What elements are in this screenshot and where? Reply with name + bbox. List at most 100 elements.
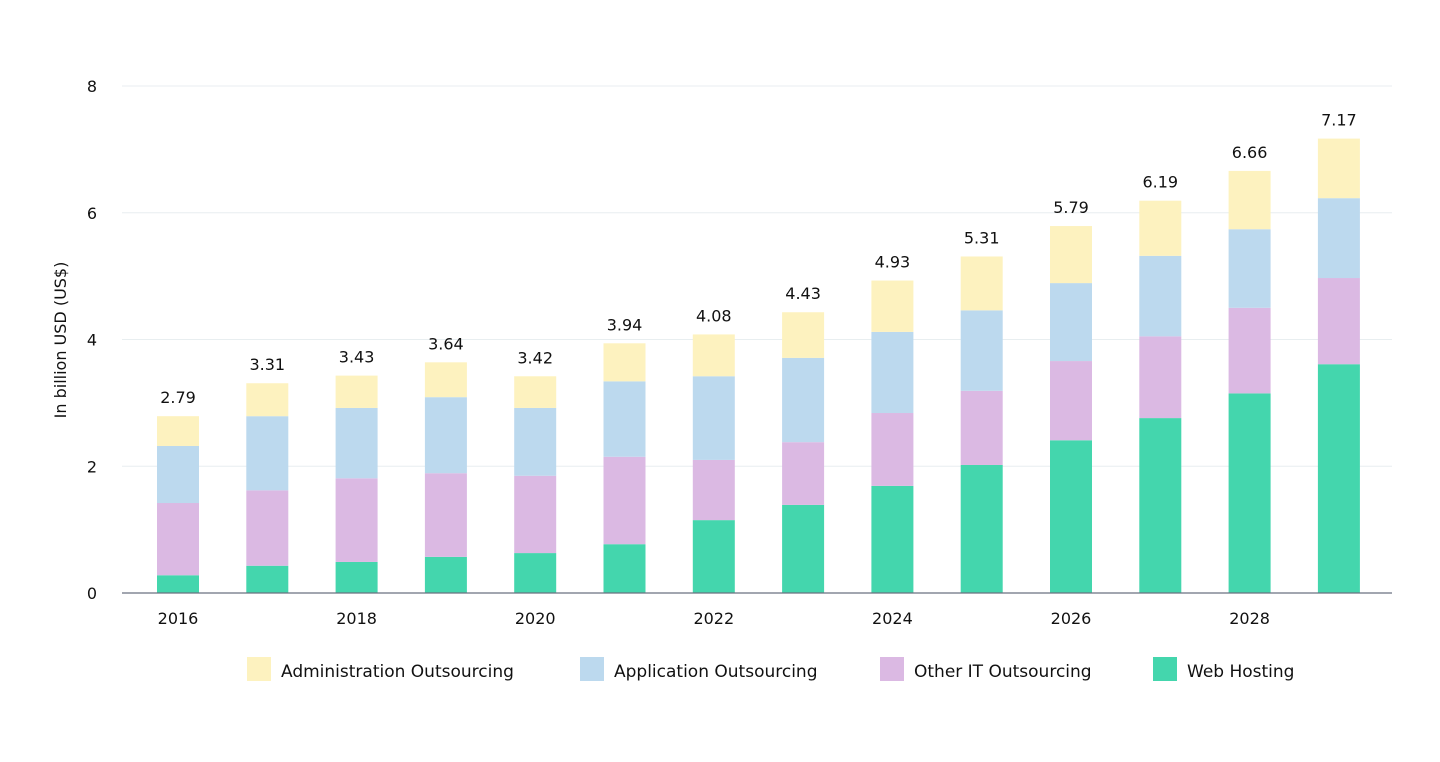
bar-segment-other-it-outsourcing [335,478,378,562]
total-label: 4.93 [875,253,911,272]
x-tick-label: 2024 [872,609,913,628]
bar-segment-administration-outsourcing [1228,170,1271,230]
bar-segment-application-outsourcing [871,331,914,414]
total-labels: 2.79 3.31 3.43 3.64 3.42 3.94 4.08 4.43 4.93 5.31… [160,111,1357,408]
total-label: 3.43 [339,348,375,367]
bar-segment-application-outsourcing [157,445,199,504]
x-tick-label: 2026 [1051,609,1092,628]
bar-segment-administration-outsourcing [335,375,378,408]
total-label: 5.79 [1053,198,1089,217]
bar-segment-application-outsourcing [782,357,825,443]
total-label: 7.17 [1321,111,1357,130]
total-label: 4.43 [785,284,821,303]
bar-segment-other-it-outsourcing [692,459,735,521]
bar-segment-administration-outsourcing [157,416,199,446]
bar-segment-other-it-outsourcing [1139,336,1182,419]
bar-2020 [514,376,557,593]
total-label: 3.31 [249,355,285,374]
x-axis-ticks: 2016 2018 2020 2022 2024 2026 2028 [158,609,1270,628]
bar-segment-web-hosting [335,561,378,593]
bar-segment-web-hosting [782,504,825,593]
y-tick-label: 8 [87,77,97,96]
y-tick-label: 4 [87,331,97,350]
total-label: 3.42 [517,348,553,367]
bar-segment-other-it-outsourcing [1228,307,1271,394]
y-tick-label: 0 [87,584,97,603]
bar-2028 [1228,170,1271,593]
bar-2026 [1050,226,1092,593]
total-label: 3.94 [607,315,643,334]
bar-2019 [424,362,467,593]
bar-segment-application-outsourcing [603,381,646,457]
y-axis-ticks: 0 2 4 6 8 [87,77,97,603]
bar-2022 [692,334,735,593]
total-label: 2.79 [160,388,196,407]
bar-2024 [871,280,914,593]
legend-item: Application Outsourcing [580,657,818,682]
bar-segment-application-outsourcing [1050,283,1092,362]
bar-segment-other-it-outsourcing [246,490,289,566]
bar-segment-other-it-outsourcing [960,390,1003,465]
bar-segment-other-it-outsourcing [1050,361,1092,441]
bar-segment-application-outsourcing [424,397,467,474]
bar-segment-web-hosting [960,464,1003,593]
bar-segment-administration-outsourcing [1317,138,1360,199]
y-tick-label: 2 [87,457,97,476]
bar-segment-application-outsourcing [1139,255,1182,337]
bar-segment-application-outsourcing [1317,198,1360,279]
bar-2027 [1139,200,1182,593]
bar-segment-application-outsourcing [514,407,557,476]
gridlines [122,85,1392,467]
total-label: 4.08 [696,306,732,325]
bar-segment-web-hosting [692,520,735,593]
legend-item: Web Hosting [1153,657,1294,682]
bar-segment-administration-outsourcing [1139,200,1182,256]
bar-segment-administration-outsourcing [603,343,646,382]
total-label: 6.19 [1142,173,1178,192]
legend-swatch [580,657,604,681]
total-label: 6.66 [1232,143,1268,162]
legend-swatch [1153,657,1177,681]
y-tick-label: 6 [87,204,97,223]
bar-2018 [335,375,378,593]
legend-label: Application Outsourcing [614,662,818,682]
bar-segment-web-hosting [424,556,467,593]
bar-segment-other-it-outsourcing [1317,278,1360,365]
bar-segment-application-outsourcing [1228,229,1271,308]
bar-2025 [960,256,1003,593]
bar-2021 [603,343,646,593]
bar-segment-administration-outsourcing [514,376,557,408]
bar-segment-application-outsourcing [960,310,1003,391]
legend-label: Administration Outsourcing [281,662,514,682]
bar-segment-other-it-outsourcing [603,456,646,545]
bar-segment-web-hosting [157,575,199,593]
legend: Administration Outsourcing Application Ou… [247,657,1294,682]
legend-item: Other IT Outsourcing [880,657,1092,682]
bar-segment-web-hosting [1228,393,1271,593]
bar-segment-other-it-outsourcing [424,473,467,557]
legend-swatch [880,657,904,681]
bar-segment-web-hosting [246,565,289,593]
bar-segment-web-hosting [514,553,557,593]
bar-segment-administration-outsourcing [424,362,467,398]
bar-segment-other-it-outsourcing [157,503,199,576]
bar-segment-web-hosting [1317,364,1360,593]
bar-segment-web-hosting [1139,418,1182,593]
x-tick-label: 2018 [336,609,377,628]
x-tick-label: 2022 [693,609,734,628]
legend-label: Web Hosting [1187,662,1294,682]
bar-segment-administration-outsourcing [960,256,1003,311]
bar-segment-web-hosting [1050,440,1092,593]
bar-segment-other-it-outsourcing [514,475,557,554]
bar-segment-application-outsourcing [246,416,289,491]
bar-segment-other-it-outsourcing [871,413,914,486]
bar-2023 [782,312,825,593]
bar-2017 [246,383,289,593]
bar-segment-other-it-outsourcing [782,442,825,505]
x-tick-label: 2020 [515,609,556,628]
total-label: 5.31 [964,228,1000,247]
legend-label: Other IT Outsourcing [914,662,1092,682]
bar-2029 [1317,138,1360,593]
bar-segment-application-outsourcing [335,407,378,479]
